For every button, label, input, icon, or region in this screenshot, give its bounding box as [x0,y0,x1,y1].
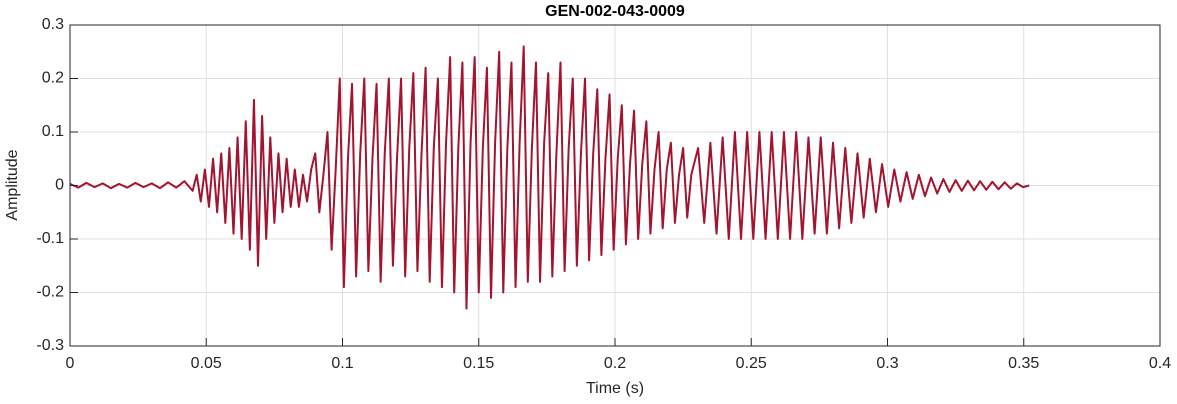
y-axis-label: Amplitude [4,149,21,220]
x-tick-label: 0.05 [191,355,222,372]
x-axis-label: Time (s) [586,380,644,397]
y-tick-label: -0.3 [36,337,64,354]
y-tick-label: 0.1 [42,123,64,140]
x-tick-label: 0.4 [1149,355,1171,372]
x-tick-label: 0.25 [736,355,767,372]
x-tick-label: 0 [66,355,75,372]
waveform-line [69,45,1030,310]
y-tick-label: 0.2 [42,70,64,87]
marks [69,45,1030,310]
x-tick-label: 0.3 [876,355,898,372]
x-tick-label: 0.1 [331,355,353,372]
y-tick-label: -0.2 [36,284,64,301]
x-tick-label: 0.2 [604,355,626,372]
y-tick-label: 0.3 [42,16,64,33]
y-tick-label: -0.1 [36,230,64,247]
y-tick-label: 0 [55,177,64,194]
chart-title: GEN-002-043-0009 [545,3,685,20]
x-tick-label: 0.15 [463,355,494,372]
x-tick-label: 0.35 [1008,355,1039,372]
ticks: 0 0.05 0.1 0.15 0.2 0.25 0.3 0.35 0.4 -0.3 -0.2 -0.… [36,16,1171,372]
